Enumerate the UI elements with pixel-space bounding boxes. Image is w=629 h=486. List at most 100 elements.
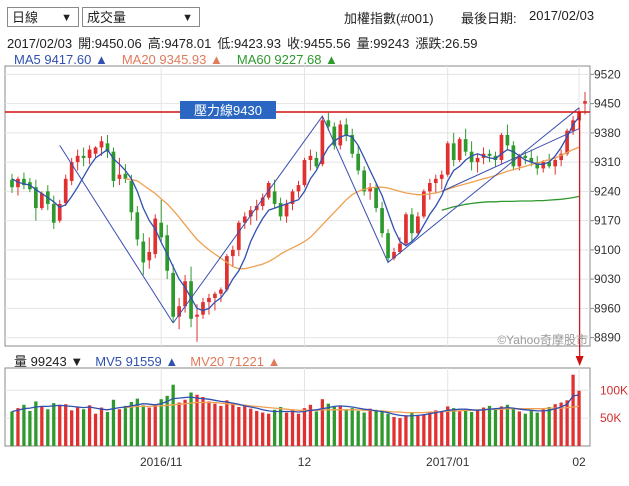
volume-bar bbox=[70, 410, 74, 446]
period-select[interactable]: 日線 ▼ bbox=[7, 7, 79, 27]
candle-body bbox=[583, 101, 587, 104]
volume-bar bbox=[159, 399, 163, 446]
volume-bar bbox=[469, 412, 474, 446]
volume-bar bbox=[577, 390, 581, 446]
candle-body bbox=[117, 174, 122, 179]
volume-bar bbox=[487, 405, 492, 446]
volume-bar bbox=[195, 394, 199, 446]
ma60-line bbox=[441, 195, 580, 211]
candle-body bbox=[75, 155, 80, 163]
candle-body bbox=[547, 162, 552, 167]
candle-body bbox=[326, 120, 331, 127]
volume-bar bbox=[440, 411, 444, 446]
candle-body bbox=[422, 191, 426, 217]
volume-bar bbox=[34, 401, 38, 446]
volume-bar bbox=[153, 404, 157, 446]
candle-body bbox=[296, 185, 301, 192]
volume-tick-label: 100K bbox=[600, 383, 628, 397]
candle-body bbox=[565, 130, 569, 154]
candle-body bbox=[195, 314, 199, 317]
volume-bar bbox=[350, 408, 354, 446]
candle-body bbox=[22, 178, 26, 186]
indicator-select[interactable]: 成交量 ▼ bbox=[82, 7, 200, 27]
candle-body bbox=[87, 149, 92, 158]
volume-bar bbox=[446, 406, 450, 446]
volume-bar bbox=[362, 412, 366, 446]
quote-open-label: 開: bbox=[78, 36, 95, 51]
volume-bar bbox=[511, 408, 516, 446]
quote-change-label: 漲跌: bbox=[415, 36, 445, 51]
candle-body bbox=[63, 178, 68, 204]
volume-bar bbox=[338, 405, 342, 446]
ma20-line bbox=[125, 146, 580, 270]
volume-bar bbox=[147, 407, 151, 446]
price-tick-label: 9380 bbox=[594, 126, 621, 140]
resistance-label: 壓力線9430 bbox=[194, 103, 262, 118]
last-date: 2017/02/03 bbox=[529, 8, 595, 23]
ma5-legend: MA5 9417.60 ▲ bbox=[14, 52, 108, 67]
volume-bar bbox=[278, 407, 283, 446]
last-date-label: 最後日期: bbox=[461, 11, 517, 26]
volume-bar bbox=[392, 417, 396, 446]
resistance-label-box bbox=[180, 100, 276, 119]
trendline bbox=[441, 128, 580, 192]
candle-body bbox=[392, 251, 396, 259]
candle-body bbox=[517, 155, 522, 167]
candle-body bbox=[93, 147, 98, 154]
candle-body bbox=[332, 126, 337, 146]
volume-bar bbox=[22, 404, 26, 446]
quote-high: 9478.01 bbox=[164, 36, 212, 51]
candle-body bbox=[302, 160, 307, 186]
candle-body bbox=[123, 173, 128, 179]
volume-bar bbox=[565, 400, 569, 446]
candle-body bbox=[153, 218, 158, 255]
volume-bar bbox=[105, 412, 110, 446]
volume-bar bbox=[529, 410, 533, 446]
candle-body bbox=[308, 155, 313, 161]
volume-bar bbox=[225, 400, 229, 446]
candle-body bbox=[213, 293, 217, 298]
candle-body bbox=[350, 134, 355, 154]
candle-body bbox=[81, 155, 86, 158]
volume-bar bbox=[326, 403, 330, 446]
volume-bar bbox=[135, 398, 139, 446]
volume-bar bbox=[559, 402, 563, 446]
volume-bar bbox=[404, 415, 408, 446]
volume-bar bbox=[314, 411, 319, 446]
volume-bar bbox=[368, 408, 372, 446]
candle-body bbox=[105, 143, 110, 152]
candle-body bbox=[410, 214, 414, 234]
candle-body bbox=[135, 212, 140, 240]
indicator-select-value: 成交量 bbox=[87, 10, 127, 25]
candle-body bbox=[225, 256, 229, 290]
volume-bar bbox=[129, 401, 134, 446]
candle-body bbox=[493, 155, 498, 161]
volume-bar bbox=[416, 415, 420, 446]
candle-body bbox=[39, 193, 44, 209]
x-tick-label: 12 bbox=[298, 455, 312, 469]
quote-volume-label: 量: bbox=[356, 36, 374, 51]
volume-bar bbox=[422, 414, 426, 446]
volume-bar bbox=[183, 399, 187, 446]
volume-tick-label: 50K bbox=[600, 411, 621, 425]
x-tick-label: 2017/01 bbox=[426, 455, 470, 469]
volume-bar bbox=[428, 412, 432, 446]
volume-bar bbox=[177, 402, 181, 446]
quote-low: 9423.93 bbox=[233, 36, 281, 51]
volume-bar bbox=[290, 410, 295, 446]
candle-body bbox=[439, 174, 444, 179]
price-tick-label: 9030 bbox=[594, 272, 621, 286]
candle-body bbox=[535, 162, 540, 169]
price-tick-label: 9100 bbox=[594, 243, 621, 257]
candle-body bbox=[248, 210, 253, 217]
candle-body bbox=[553, 160, 558, 167]
volume-bar bbox=[171, 384, 175, 446]
volume-bar bbox=[356, 410, 360, 446]
candle-body bbox=[314, 157, 319, 167]
price-tick-label: 9520 bbox=[594, 67, 621, 81]
volume-bar bbox=[284, 412, 289, 446]
ma20-legend: MA20 9345.93 ▲ bbox=[121, 52, 223, 67]
candle-body bbox=[69, 162, 74, 181]
price-tick-label: 9310 bbox=[594, 155, 621, 169]
